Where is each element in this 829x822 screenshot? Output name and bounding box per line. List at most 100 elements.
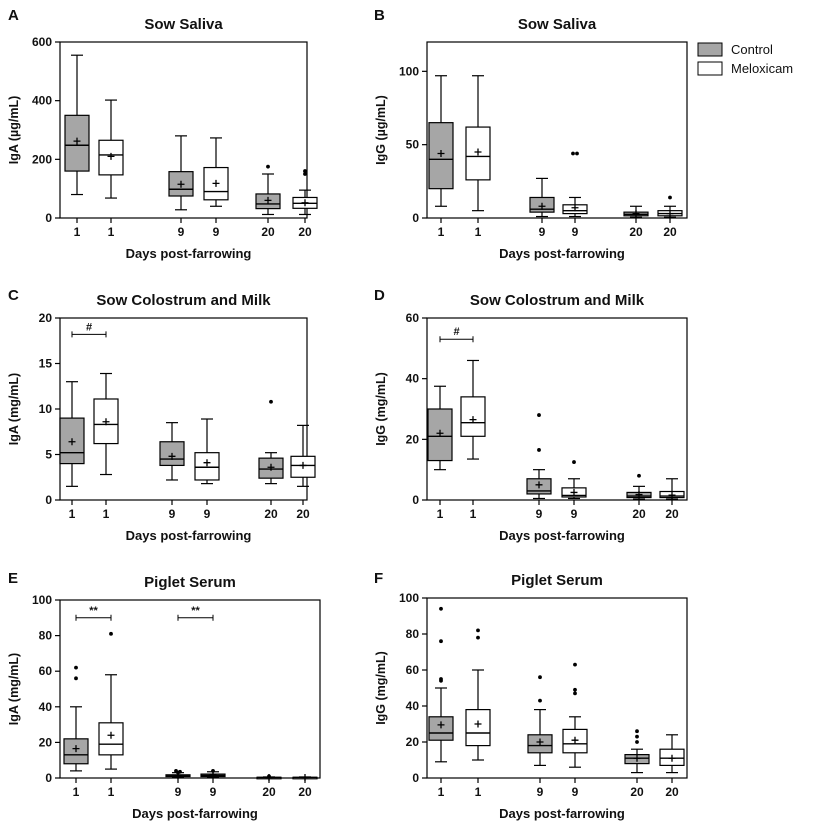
outlier-point bbox=[439, 606, 443, 611]
x-tick-label: 9 bbox=[536, 507, 543, 521]
mean-marker bbox=[203, 459, 211, 467]
x-tick-label: 9 bbox=[213, 225, 220, 239]
x-tick-label: 1 bbox=[470, 507, 477, 521]
y-axis-label: IgA (µg/mL) bbox=[7, 96, 21, 165]
box-control-day-9: 9 bbox=[168, 135, 194, 239]
outlier-point bbox=[538, 698, 542, 703]
y-tick-label: 20 bbox=[406, 432, 420, 446]
x-tick-label: 1 bbox=[74, 225, 81, 239]
outlier-point bbox=[572, 460, 576, 464]
x-tick-label: 1 bbox=[475, 785, 482, 799]
mean-marker bbox=[107, 152, 115, 160]
plot-frame bbox=[426, 41, 688, 219]
x-tick-label: 9 bbox=[572, 785, 579, 799]
mean-marker bbox=[668, 491, 676, 499]
panel-letter: D bbox=[374, 287, 385, 304]
outlier-point bbox=[537, 448, 541, 452]
significance-bracket: ** bbox=[75, 605, 112, 621]
x-tick-label: 20 bbox=[296, 507, 310, 521]
box-control-day-20: 20 bbox=[256, 773, 282, 799]
x-tick-label: 1 bbox=[438, 785, 445, 799]
panel-e: E Piglet Serum 0 20 40 60 80 100 IgA (mg/mL) Day… bbox=[7, 570, 321, 821]
x-axis-label: Days post-farrowing bbox=[132, 806, 258, 821]
box-meloxicam-day-20: 20 bbox=[659, 478, 685, 521]
box-control-day-9: 9 bbox=[529, 177, 555, 239]
x-axis-label: Days post-farrowing bbox=[126, 528, 252, 543]
outlier-point bbox=[303, 169, 307, 173]
mean-marker bbox=[437, 149, 445, 157]
x-tick-label: 9 bbox=[210, 785, 217, 799]
y-tick-label: 0 bbox=[412, 771, 419, 785]
y-tick-label: 15 bbox=[39, 357, 53, 371]
x-tick-label: 1 bbox=[73, 785, 80, 799]
panel-letter: E bbox=[8, 570, 18, 587]
x-tick-label: 9 bbox=[571, 507, 578, 521]
y-axis-label: IgG (µg/mL) bbox=[374, 95, 388, 165]
panel-f: F Piglet Serum 0 20 40 60 80 100 IgG (mg/mL) Day… bbox=[374, 570, 688, 821]
x-tick-label: 20 bbox=[630, 785, 644, 799]
y-axis-label: IgA (mg/mL) bbox=[7, 653, 21, 725]
mean-marker bbox=[474, 720, 482, 728]
x-tick-label: 1 bbox=[69, 507, 76, 521]
box-control-day-20: 20 bbox=[623, 205, 649, 239]
x-tick-label: 9 bbox=[204, 507, 211, 521]
legend-label-meloxicam: Meloxicam bbox=[731, 61, 793, 76]
x-tick-label: 20 bbox=[663, 225, 677, 239]
x-tick-label: 1 bbox=[475, 225, 482, 239]
y-tick-label: 10 bbox=[39, 402, 53, 416]
y-tick-label: 0 bbox=[45, 211, 52, 225]
iqr-box bbox=[194, 452, 220, 481]
box-meloxicam-day-20: 20 bbox=[292, 773, 318, 799]
box-meloxicam-day-1: 1 bbox=[93, 372, 119, 521]
x-axis-label: Days post-farrowing bbox=[499, 806, 625, 821]
chart-title: Sow Colostrum and Milk bbox=[96, 292, 271, 309]
outlier-point bbox=[571, 151, 575, 156]
mean-marker bbox=[301, 773, 309, 781]
outlier-point bbox=[538, 675, 542, 680]
box-control-day-9: 9 bbox=[165, 768, 191, 799]
box-meloxicam-day-1: 1 bbox=[98, 631, 124, 799]
box-meloxicam-day-9: 9 bbox=[562, 662, 588, 799]
box-meloxicam-day-1: 1 bbox=[465, 628, 491, 799]
box-meloxicam-day-1: 1 bbox=[98, 99, 124, 239]
y-tick-label: 0 bbox=[412, 493, 419, 507]
x-tick-label: 1 bbox=[108, 785, 115, 799]
outlier-point bbox=[573, 687, 577, 692]
box-control-day-1: 1 bbox=[63, 665, 89, 799]
x-axis-label: Days post-farrowing bbox=[499, 528, 625, 543]
mean-marker bbox=[635, 491, 643, 499]
chart-title: Sow Saliva bbox=[518, 16, 597, 33]
mean-marker bbox=[212, 179, 220, 187]
mean-marker bbox=[666, 210, 674, 218]
x-tick-label: 20 bbox=[264, 507, 278, 521]
mean-marker bbox=[177, 180, 185, 188]
mean-marker bbox=[437, 721, 445, 729]
x-tick-label: 9 bbox=[169, 507, 176, 521]
mean-marker bbox=[535, 481, 543, 489]
x-tick-label: 20 bbox=[298, 785, 312, 799]
mean-marker bbox=[571, 204, 579, 212]
x-tick-label: 9 bbox=[175, 785, 182, 799]
y-tick-label: 100 bbox=[32, 593, 52, 607]
significance-bracket: # bbox=[439, 326, 474, 343]
x-tick-label: 9 bbox=[537, 785, 544, 799]
y-axis-label: IgA (mg/mL) bbox=[7, 373, 21, 445]
x-tick-label: 1 bbox=[437, 507, 444, 521]
mean-marker bbox=[72, 745, 80, 753]
outlier-point bbox=[476, 635, 480, 640]
y-tick-label: 50 bbox=[406, 138, 420, 152]
mean-marker bbox=[73, 137, 81, 145]
panel-letter: A bbox=[8, 7, 19, 24]
outlier-point bbox=[109, 631, 113, 636]
y-tick-label: 40 bbox=[39, 700, 53, 714]
box-meloxicam-day-20: 20 bbox=[290, 424, 316, 521]
outlier-point bbox=[537, 413, 541, 417]
box-meloxicam-day-20: 20 bbox=[657, 195, 683, 239]
mean-marker bbox=[102, 418, 110, 426]
mean-marker bbox=[469, 416, 477, 424]
box-meloxicam-day-9: 9 bbox=[562, 151, 588, 239]
panel-letter: B bbox=[374, 7, 385, 24]
legend: Control Meloxicam bbox=[697, 42, 793, 76]
plot-frame bbox=[426, 317, 688, 501]
